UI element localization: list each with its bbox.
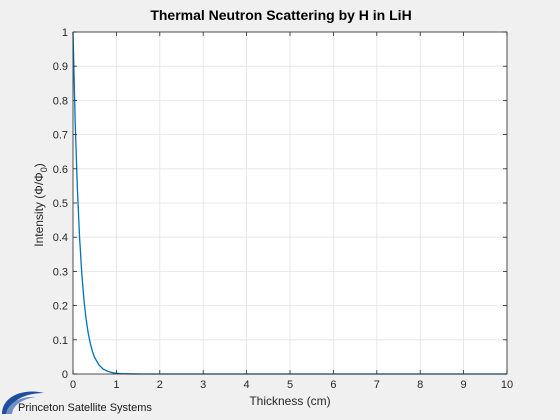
y-tick-label: 0.7	[53, 130, 68, 142]
y-tick-label: 1	[62, 27, 68, 39]
y-tick-label: 0.4	[53, 232, 68, 244]
y-axis-label: Intensity (Φ/Φ0)	[32, 163, 49, 247]
y-tick-label: 0.8	[53, 95, 68, 107]
tick-labels: 0 1 2 3 4 5 6 7 8 9 10 0 0.1 0.2 0.3 0.4 0.5 0.6 0.7 0.8 0.9…	[53, 27, 513, 391]
chart-title: Thermal Neutron Scattering by H in LiH	[150, 7, 411, 23]
logo-swoosh-accent-icon	[6, 396, 36, 414]
y-axis-label-subscript: 0	[39, 167, 49, 172]
x-tick-label: 4	[244, 379, 250, 391]
logo-swoosh-icon	[2, 391, 44, 414]
tick-marks	[72, 31, 508, 375]
x-tick-label: 7	[374, 379, 380, 391]
x-tick-label: 2	[157, 379, 163, 391]
y-tick-label: 0.1	[53, 335, 68, 347]
y-tick-label: 0	[62, 369, 68, 381]
logo-text: Princeton Satellite Systems	[18, 402, 152, 414]
y-tick-label: 0.9	[53, 61, 68, 73]
y-axis-label-main: Intensity (Φ/Φ	[32, 172, 46, 247]
x-tick-label: 0	[70, 379, 76, 391]
x-tick-label: 9	[461, 379, 467, 391]
y-tick-label: 0.5	[53, 198, 68, 210]
y-tick-label: 0.6	[53, 164, 68, 176]
logo: Princeton Satellite Systems	[2, 391, 152, 414]
x-tick-label: 10	[501, 379, 513, 391]
y-tick-label: 0.3	[53, 266, 68, 278]
x-tick-label: 5	[287, 379, 293, 391]
y-tick-label: 0.2	[53, 301, 68, 313]
y-axis-label-close: )	[32, 163, 46, 167]
x-tick-label: 1	[113, 379, 119, 391]
x-tick-label: 6	[330, 379, 336, 391]
x-tick-label: 3	[200, 379, 206, 391]
x-axis-label: Thickness (cm)	[249, 394, 330, 408]
x-tick-label: 8	[417, 379, 423, 391]
